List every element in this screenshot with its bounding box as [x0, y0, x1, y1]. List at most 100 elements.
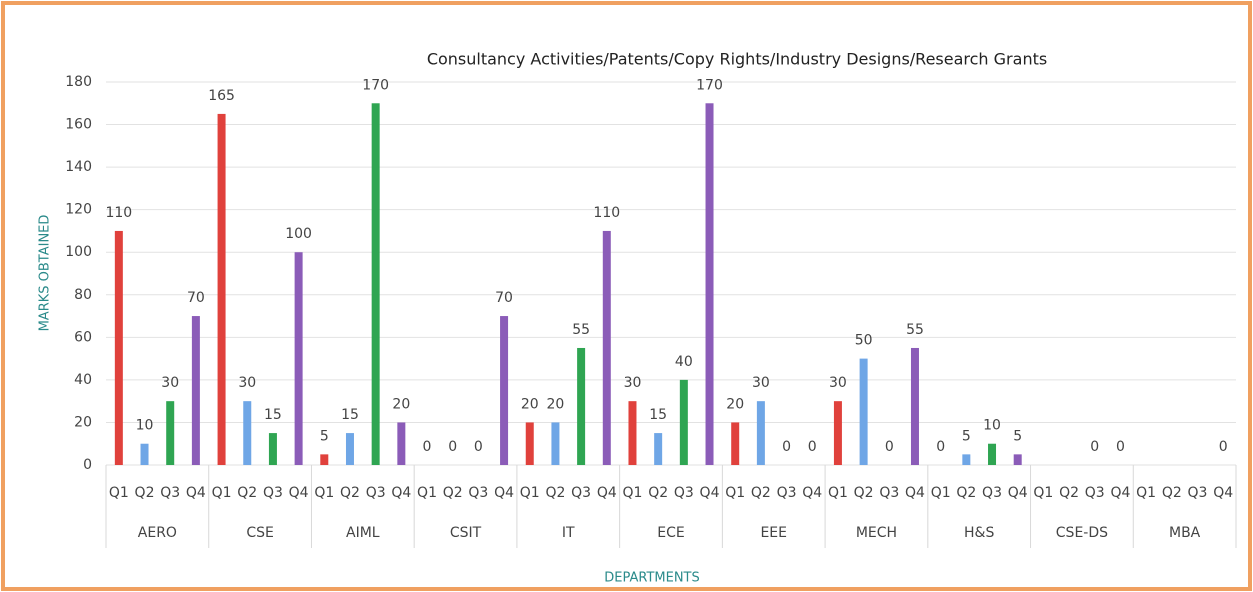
x-tick-label: Q1 [212, 485, 232, 501]
bar [551, 422, 560, 465]
x-tick-label: Q2 [1059, 485, 1079, 501]
y-tick-label: 60 [74, 329, 92, 345]
x-tick-label: Q4 [289, 485, 309, 501]
data-label: 0 [936, 439, 945, 455]
bar [654, 433, 663, 465]
x-tick-label: Q3 [571, 485, 591, 501]
data-label: 30 [238, 375, 256, 391]
bar [859, 358, 868, 465]
bar [191, 316, 200, 465]
y-tick-label: 20 [74, 414, 92, 430]
y-tick-label: 180 [65, 74, 92, 90]
data-label: 5 [1013, 428, 1022, 444]
data-label: 0 [474, 439, 483, 455]
data-label: 0 [448, 439, 457, 455]
x-tick-label: Q4 [1110, 485, 1130, 501]
bar [268, 433, 277, 465]
x-group-label: MBA [1169, 525, 1201, 541]
bar [962, 454, 971, 465]
data-label: 15 [264, 407, 282, 423]
x-group-label: ECE [657, 525, 684, 541]
x-group-label: CSIT [450, 525, 482, 541]
x-tick-label: Q2 [956, 485, 976, 501]
data-label: 5 [962, 428, 971, 444]
x-tick-label: Q3 [1085, 485, 1105, 501]
bar [679, 379, 688, 465]
x-group-label: EEE [760, 525, 787, 541]
x-tick-label: Q3 [1188, 485, 1208, 501]
x-tick-label: Q2 [648, 485, 668, 501]
y-tick-label: 100 [65, 244, 92, 260]
data-label: 10 [136, 418, 154, 434]
x-group-label: CSE-DS [1056, 525, 1108, 541]
x-tick-label: Q4 [905, 485, 925, 501]
bar [988, 443, 997, 465]
x-tick-label: Q4 [597, 485, 617, 501]
x-tick-label: Q1 [314, 485, 334, 501]
bar [371, 103, 380, 466]
x-tick-label: Q1 [623, 485, 643, 501]
x-tick-label: Q2 [340, 485, 360, 501]
x-group-label: CSE [246, 525, 274, 541]
bar [705, 103, 714, 466]
data-label: 0 [782, 439, 791, 455]
x-tick-label: Q1 [109, 485, 129, 501]
data-label: 20 [547, 396, 565, 412]
data-label: 10 [983, 418, 1001, 434]
data-label: 30 [752, 375, 770, 391]
data-label: 0 [423, 439, 432, 455]
x-tick-label: Q1 [725, 485, 745, 501]
data-label: 40 [675, 354, 693, 370]
chart-title: Consultancy Activities/Patents/Copy Righ… [427, 50, 1047, 69]
x-tick-label: Q4 [1008, 485, 1028, 501]
x-tick-label: Q1 [520, 485, 540, 501]
data-label: 50 [855, 333, 873, 349]
bar [628, 401, 637, 465]
x-tick-label: Q4 [186, 485, 206, 501]
x-tick-label: Q1 [1136, 485, 1156, 501]
x-tick-label: Q4 [1213, 485, 1233, 501]
x-axis-title: DEPARTMENTS [604, 571, 700, 586]
data-label: 0 [1090, 439, 1099, 455]
x-tick-label: Q3 [263, 485, 283, 501]
bar [602, 230, 611, 465]
bar [500, 316, 509, 465]
x-tick-label: Q3 [160, 485, 180, 501]
y-tick-label: 160 [65, 117, 92, 133]
bar [217, 113, 226, 466]
bar [1013, 454, 1022, 465]
bar [833, 401, 842, 465]
data-label: 0 [808, 439, 817, 455]
bar [166, 401, 175, 465]
y-tick-label: 140 [65, 159, 92, 175]
x-tick-label: Q2 [1162, 485, 1182, 501]
y-tick-label: 0 [83, 457, 92, 473]
y-tick-label: 40 [74, 372, 92, 388]
data-label: 15 [341, 407, 359, 423]
x-tick-label: Q4 [700, 485, 720, 501]
x-tick-label: Q1 [1033, 485, 1053, 501]
data-label: 0 [1116, 439, 1125, 455]
bar [397, 422, 406, 465]
bar [577, 347, 586, 465]
data-label: 5 [320, 428, 329, 444]
x-group-label: AIML [346, 525, 380, 541]
x-tick-label: Q4 [494, 485, 514, 501]
x-tick-label: Q1 [931, 485, 951, 501]
x-tick-label: Q3 [777, 485, 797, 501]
data-label: 70 [187, 290, 205, 306]
bar [345, 433, 354, 465]
y-tick-label: 80 [74, 287, 92, 303]
data-label: 110 [105, 205, 132, 221]
x-group-label: AERO [138, 525, 177, 541]
data-label: 55 [906, 322, 924, 338]
x-tick-label: Q3 [879, 485, 899, 501]
x-group-label: IT [562, 525, 575, 541]
y-axis-title: MARKS OBTAINED [38, 215, 53, 332]
bar [114, 230, 123, 465]
data-label: 0 [1219, 439, 1228, 455]
bar [243, 401, 252, 465]
x-tick-label: Q3 [982, 485, 1002, 501]
